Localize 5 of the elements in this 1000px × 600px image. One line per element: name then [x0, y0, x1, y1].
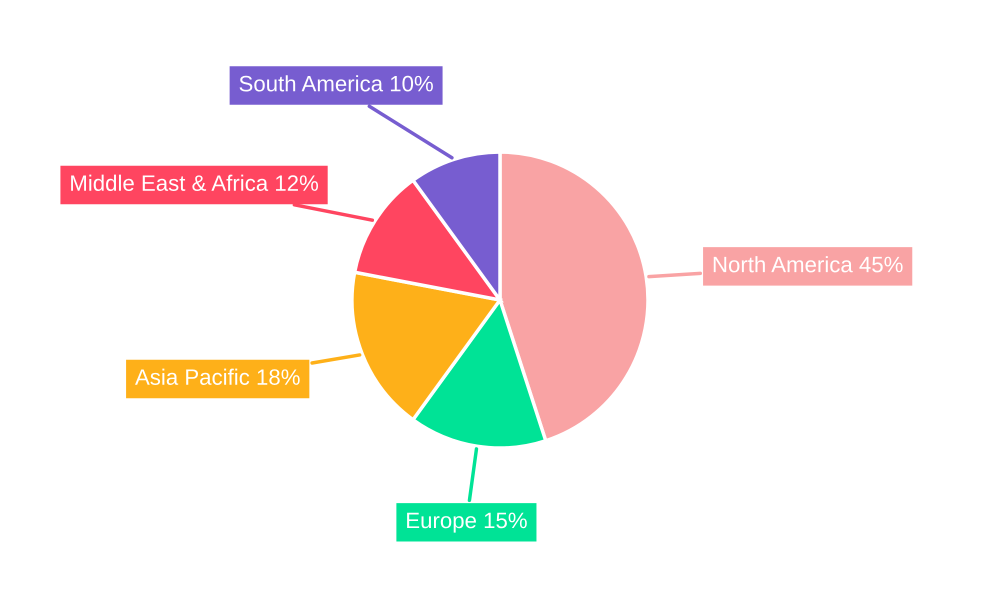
slice-label: Europe 15%: [407, 512, 527, 533]
slice-label: Middle East & Africa 12%: [71, 174, 318, 191]
slice-label: North America 45%: [714, 256, 903, 272]
slice-label: Asia Pacific 18%: [135, 368, 300, 385]
slice-label: South America 10%: [240, 75, 433, 92]
